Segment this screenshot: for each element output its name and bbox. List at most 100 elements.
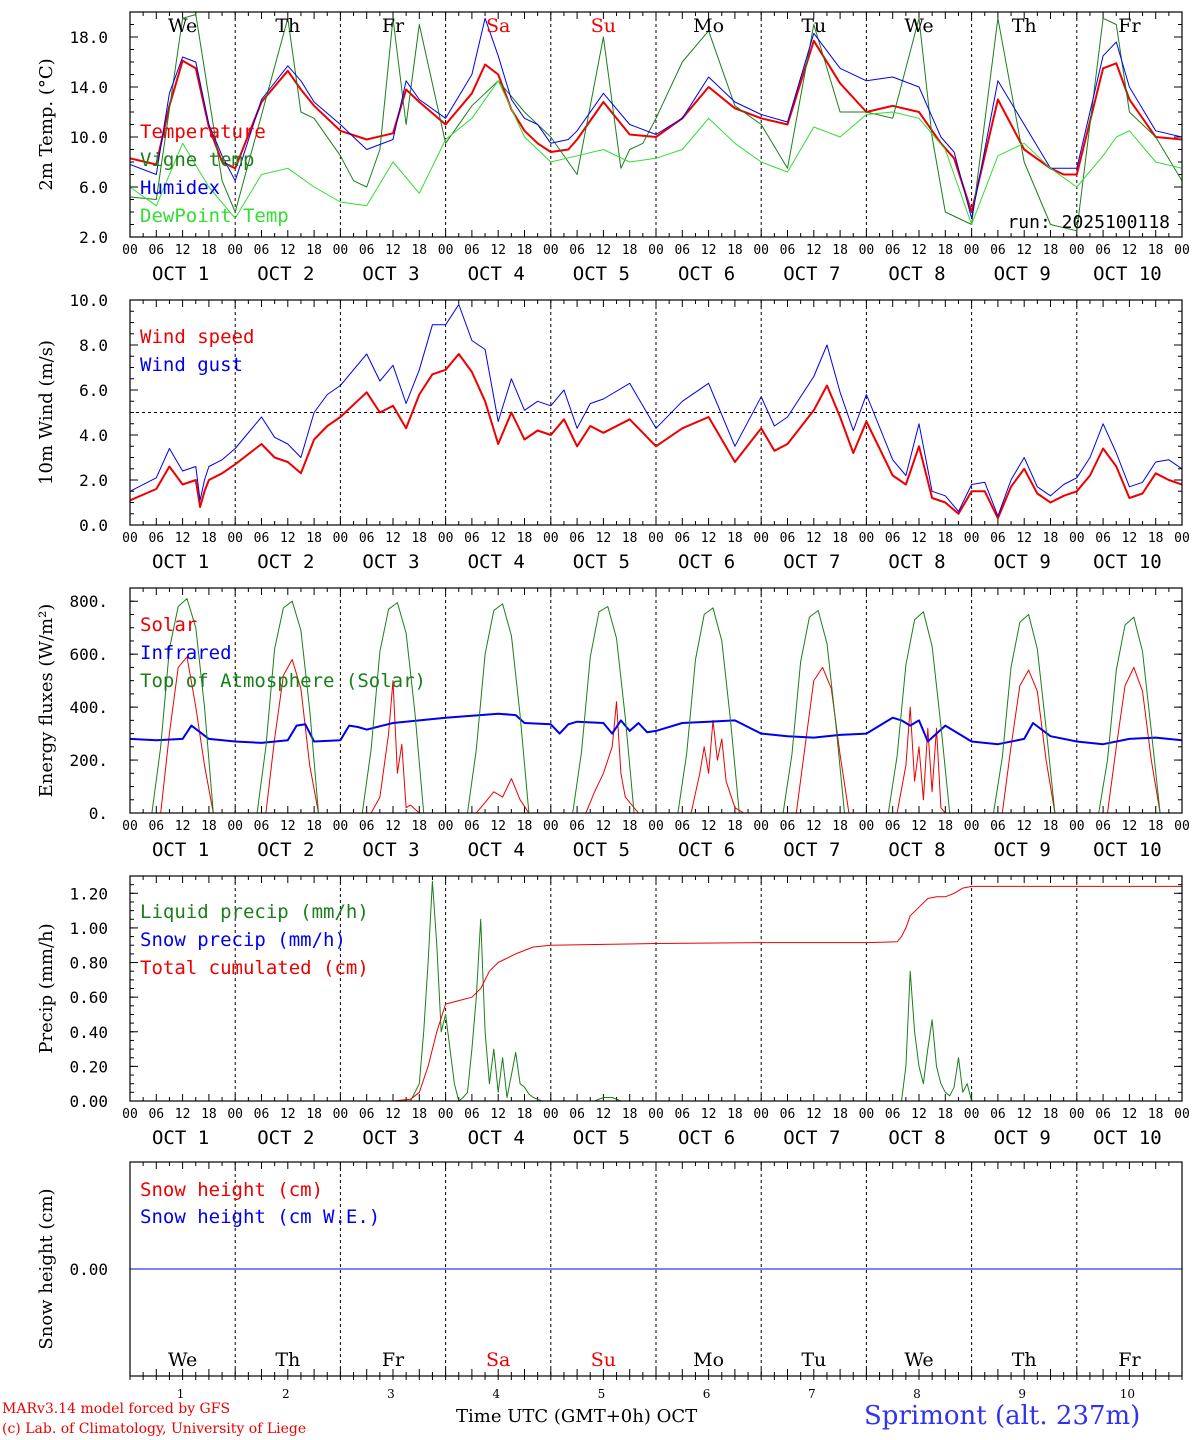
hour-tick-label: 18 bbox=[622, 243, 638, 258]
hour-tick-label: 18 bbox=[937, 243, 953, 258]
day-name-top: We bbox=[168, 15, 197, 37]
y-tick-label: 10.0 bbox=[69, 128, 108, 147]
y-tick-label: 0.60 bbox=[69, 988, 108, 1007]
series-liquid-precip-mm-h bbox=[130, 880, 1182, 1101]
day-name-top: Fr bbox=[1118, 15, 1141, 37]
hour-tick-label: 18 bbox=[517, 819, 533, 834]
day-name-bottom: Su bbox=[591, 1349, 616, 1371]
hour-tick-label: 06 bbox=[464, 1107, 480, 1122]
legend-entry: Temperature bbox=[140, 121, 266, 143]
hour-tick-label: 12 bbox=[806, 243, 822, 258]
hour-tick-label: 00 bbox=[648, 531, 664, 546]
hour-tick-label: 18 bbox=[306, 819, 322, 834]
y-tick-label: 0.20 bbox=[69, 1057, 108, 1076]
series-total-cumulated-cm bbox=[130, 885, 1182, 1101]
hour-tick-label: 12 bbox=[911, 1107, 927, 1122]
hour-tick-label: 18 bbox=[622, 531, 638, 546]
day-name-top: Su bbox=[591, 15, 616, 37]
hour-tick-label: 06 bbox=[569, 819, 585, 834]
hour-tick-label: 12 bbox=[911, 531, 927, 546]
hour-tick-label: 18 bbox=[411, 531, 427, 546]
hour-tick-label: 00 bbox=[543, 531, 559, 546]
hour-tick-label: 18 bbox=[517, 1107, 533, 1122]
day-number: 2 bbox=[282, 1387, 290, 1401]
hour-tick-label: 18 bbox=[1148, 1107, 1164, 1122]
series-wind-gust bbox=[130, 304, 1182, 517]
day-label: OCT 7 bbox=[783, 839, 840, 861]
legend-entry: DewPoint Temp bbox=[140, 205, 289, 227]
hour-tick-label: 18 bbox=[937, 1107, 953, 1122]
hour-tick-label: 00 bbox=[122, 531, 138, 546]
day-label: OCT 2 bbox=[257, 1127, 314, 1149]
hour-tick-label: 00 bbox=[122, 819, 138, 834]
time-axis-title: Time UTC (GMT+0h) bbox=[456, 1406, 651, 1427]
day-number: 9 bbox=[1018, 1387, 1026, 1401]
hour-tick-label: 00 bbox=[1174, 531, 1190, 546]
hour-tick-label: 00 bbox=[648, 243, 664, 258]
hour-tick-label: 18 bbox=[622, 819, 638, 834]
day-label: OCT 8 bbox=[888, 839, 945, 861]
hour-tick-label: 12 bbox=[1016, 243, 1032, 258]
hour-tick-label: 06 bbox=[885, 819, 901, 834]
hour-tick-label: 06 bbox=[780, 1107, 796, 1122]
hour-tick-label: 12 bbox=[490, 819, 506, 834]
hour-tick-label: 00 bbox=[227, 1107, 243, 1122]
day-label: OCT 6 bbox=[678, 839, 735, 861]
day-name-bottom: Fr bbox=[1118, 1349, 1141, 1371]
legend-entry: Solar bbox=[140, 614, 197, 636]
day-label: OCT 10 bbox=[1093, 551, 1162, 573]
hour-tick-label: 12 bbox=[806, 1107, 822, 1122]
day-number: 7 bbox=[808, 1387, 816, 1401]
hour-tick-label: 12 bbox=[596, 243, 612, 258]
day-label: OCT 6 bbox=[678, 551, 735, 573]
plot-frame bbox=[129, 875, 1183, 1102]
hour-tick-label: 00 bbox=[1069, 1107, 1085, 1122]
hour-tick-label: 18 bbox=[622, 1107, 638, 1122]
time-axis-month: OCT bbox=[656, 1406, 698, 1427]
hour-tick-label: 18 bbox=[1043, 819, 1059, 834]
hour-tick-label: 12 bbox=[701, 531, 717, 546]
day-name-bottom: Th bbox=[1012, 1349, 1037, 1371]
day-name-bottom: Th bbox=[275, 1349, 300, 1371]
y-axis-label: Energy fluxes (W/m²) bbox=[36, 604, 57, 798]
hour-tick-label: 00 bbox=[1174, 243, 1190, 258]
hour-tick-label: 06 bbox=[674, 1107, 690, 1122]
station-name: Sprimont (alt. 237m) bbox=[864, 1401, 1141, 1431]
y-axis-label: 2m Temp. (°C) bbox=[36, 58, 57, 190]
y-tick-label: 6.0 bbox=[79, 178, 108, 197]
hour-tick-label: 06 bbox=[359, 531, 375, 546]
hour-tick-label: 12 bbox=[385, 1107, 401, 1122]
day-number: 6 bbox=[703, 1387, 711, 1401]
day-name-top: Tu bbox=[801, 15, 826, 37]
hour-tick-label: 12 bbox=[911, 819, 927, 834]
day-label: OCT 5 bbox=[573, 839, 630, 861]
hour-tick-label: 00 bbox=[859, 531, 875, 546]
day-name-bottom: We bbox=[168, 1349, 197, 1371]
hour-tick-label: 12 bbox=[1122, 531, 1138, 546]
hour-tick-label: 12 bbox=[175, 531, 191, 546]
hour-tick-label: 12 bbox=[175, 819, 191, 834]
y-tick-label: 2.0 bbox=[79, 471, 108, 490]
model-credit-line1: MARv3.14 model forced by GFS bbox=[2, 1401, 231, 1417]
hour-tick-label: 12 bbox=[596, 819, 612, 834]
hour-tick-label: 00 bbox=[753, 819, 769, 834]
hour-tick-label: 06 bbox=[148, 1107, 164, 1122]
y-tick-label: 18.0 bbox=[69, 28, 108, 47]
hour-tick-label: 18 bbox=[1043, 243, 1059, 258]
y-tick-label: 8.0 bbox=[79, 336, 108, 355]
hour-tick-label: 06 bbox=[254, 1107, 270, 1122]
legend-entry: Snow precip (mm/h) bbox=[140, 929, 346, 951]
hour-tick-label: 06 bbox=[1095, 819, 1111, 834]
hour-tick-label: 06 bbox=[359, 1107, 375, 1122]
hour-tick-label: 06 bbox=[990, 243, 1006, 258]
hour-tick-label: 12 bbox=[175, 1107, 191, 1122]
meteogram-panels: 2.06.010.014.018.02m Temp. (°C) Temperatu… bbox=[36, 11, 1190, 1401]
y-tick-label: 2.0 bbox=[79, 228, 108, 247]
hour-tick-label: 06 bbox=[780, 243, 796, 258]
day-label: OCT 5 bbox=[573, 551, 630, 573]
hour-tick-label: 18 bbox=[517, 243, 533, 258]
series-infrared bbox=[130, 712, 1182, 746]
series-temperature bbox=[130, 39, 1182, 213]
day-name-bottom: We bbox=[904, 1349, 933, 1371]
hour-tick-label: 06 bbox=[780, 531, 796, 546]
